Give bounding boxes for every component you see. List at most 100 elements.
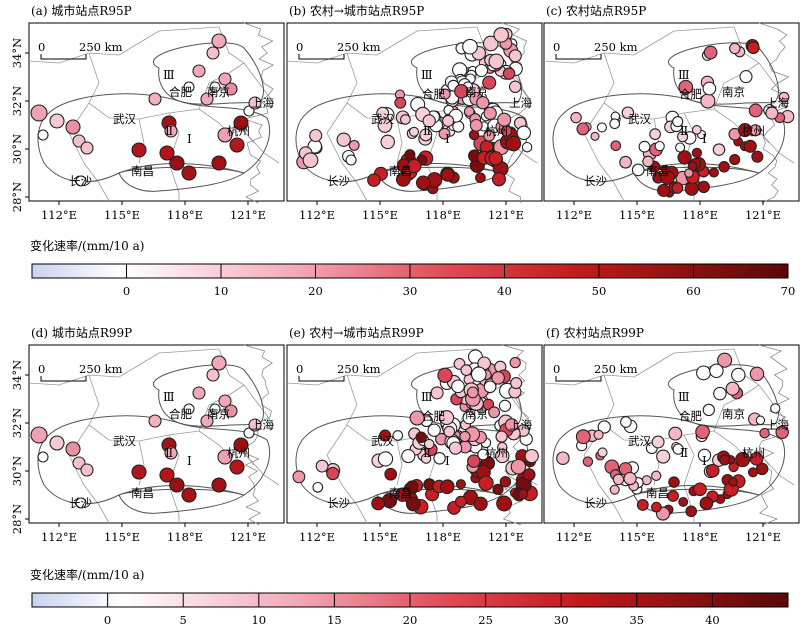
station-point [475, 172, 486, 184]
station-point [731, 367, 746, 383]
x-tick-label: 112°E [41, 208, 77, 222]
station-point [636, 498, 649, 511]
station-point [384, 467, 398, 481]
station-point [685, 505, 698, 518]
station-point [148, 92, 162, 106]
station-point [30, 104, 48, 122]
station-point [751, 150, 764, 163]
station-point [684, 181, 699, 196]
region-label: Ⅱ [680, 124, 688, 138]
scale-bar: 0 250 km [38, 40, 123, 60]
station-point [459, 430, 471, 443]
city-label: 南京 [465, 85, 488, 99]
station-point [392, 430, 404, 441]
station-point [656, 449, 671, 464]
station-point [455, 479, 466, 490]
x-axis-ticks: 112°E 115°E 118°E 121°E [556, 523, 781, 544]
x-tick-label: 121°E [745, 530, 781, 544]
station-point [440, 168, 455, 182]
y-tick-label: 32°N [10, 86, 24, 116]
station-point [169, 155, 185, 171]
region-label: Ⅰ [445, 454, 450, 468]
station-point [448, 441, 463, 455]
city-label: 南京 [207, 85, 230, 99]
region-label: Ⅱ [423, 124, 431, 138]
city-label: 杭州 [227, 124, 250, 138]
station-point [735, 452, 751, 468]
city-label: 合肥 [422, 409, 445, 423]
station-point [211, 355, 227, 371]
station-point [451, 379, 465, 394]
station-point [229, 459, 245, 475]
station-markers [30, 355, 262, 509]
station-point [229, 137, 245, 153]
station-point [495, 430, 508, 443]
station-point [623, 471, 637, 486]
station-point [309, 128, 323, 143]
region-label: Ⅱ [680, 446, 688, 460]
station-point [729, 42, 741, 55]
station-point [169, 477, 185, 493]
city-label: 南京 [207, 407, 230, 421]
station-point [422, 114, 436, 128]
colorbar-tick-label: 0 [104, 613, 111, 627]
scale-bar: 0 250 km [296, 40, 381, 60]
station-point [380, 134, 395, 150]
station-point [438, 127, 451, 140]
station-markers [556, 352, 789, 521]
station-point [65, 119, 81, 135]
station-point [482, 35, 499, 52]
station-point [206, 46, 220, 60]
station-point [610, 140, 622, 152]
colorbar-tick-label: 60 [686, 284, 701, 298]
station-point [437, 367, 453, 383]
x-tick-label: 115°E [362, 530, 398, 544]
x-tick-label: 112°E [556, 208, 592, 222]
x-axis-ticks: 112°E 115°E 118°E 121°E [556, 201, 781, 222]
x-tick-label: 112°E [556, 530, 592, 544]
station-point [697, 448, 712, 462]
station-point [702, 403, 715, 417]
y-axis-ticks: 34°N 32°N 30°N 28°N [10, 360, 29, 534]
region-label: Ⅲ [678, 390, 690, 404]
scale-bar-distance: 250 km [79, 362, 123, 376]
station-point [718, 161, 730, 173]
region-label: Ⅲ [163, 390, 175, 404]
station-point [482, 75, 497, 90]
station-point [478, 475, 494, 491]
station-point [521, 141, 533, 153]
x-axis-ticks: 112°E 115°E 118°E 121°E [41, 523, 266, 544]
station-point [678, 496, 689, 507]
y-tick-label: 28°N [10, 182, 24, 212]
station-point [75, 175, 87, 187]
station-point [181, 487, 197, 503]
x-tick-label: 118°E [682, 530, 718, 544]
colorbar-tick-label: 10 [251, 613, 266, 627]
station-point [474, 63, 489, 78]
panel-title: (f) 农村站点R99P [546, 326, 644, 340]
station-point [211, 477, 227, 493]
station-point [164, 446, 178, 460]
station-point [209, 403, 221, 415]
station-point [224, 404, 238, 418]
scale-bar-zero: 0 [296, 362, 303, 376]
colorbar-tick-label: 15 [327, 613, 342, 627]
station-point [708, 167, 719, 178]
station-point [473, 496, 488, 511]
station-point [642, 155, 654, 168]
city-label: 上海 [766, 418, 789, 432]
region-outlines [37, 42, 271, 192]
station-point [224, 82, 238, 96]
station-point [725, 381, 740, 396]
station-point [401, 449, 416, 464]
station-point [500, 125, 513, 137]
city-label: 南昌 [389, 164, 412, 178]
station-point [597, 420, 611, 434]
colorbar-tick-label: 30 [403, 284, 418, 298]
city-label: 杭州 [742, 446, 765, 460]
station-point [159, 145, 175, 161]
station-point [522, 468, 536, 481]
station-point [233, 115, 249, 131]
